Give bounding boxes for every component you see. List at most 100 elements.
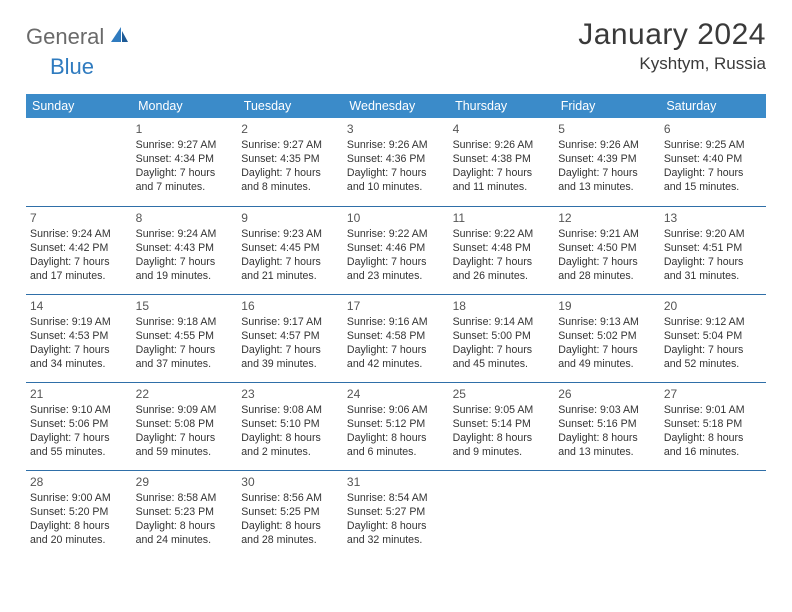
weekday-header: Tuesday bbox=[237, 94, 343, 118]
calendar-day-cell: 11 Sunrise: 9:22 AMSunset: 4:48 PMDayligh… bbox=[449, 206, 555, 294]
calendar-day-cell: 22 Sunrise: 9:09 AMSunset: 5:08 PMDayligh… bbox=[132, 382, 238, 470]
day-number: 29 bbox=[136, 474, 234, 490]
calendar-day-cell: 1 Sunrise: 9:27 AMSunset: 4:34 PMDaylight… bbox=[132, 118, 238, 206]
day-number: 30 bbox=[241, 474, 339, 490]
calendar-week-row: 28Sunrise: 9:00 AMSunset: 5:20 PMDayligh… bbox=[26, 470, 766, 558]
logo-text-blue: Blue bbox=[50, 54, 94, 79]
calendar-day-cell: 20Sunrise: 9:12 AMSunset: 5:04 PMDayligh… bbox=[660, 294, 766, 382]
calendar-week-row: 21Sunrise: 9:10 AMSunset: 5:06 PMDayligh… bbox=[26, 382, 766, 470]
day-info: Sunrise: 9:20 AMSunset: 4:51 PMDaylight:… bbox=[664, 228, 762, 284]
day-number: 9 bbox=[241, 210, 339, 226]
day-info: Sunrise: 9:24 AMSunset: 4:43 PMDaylight:… bbox=[136, 228, 234, 284]
calendar-day-cell: 25Sunrise: 9:05 AMSunset: 5:14 PMDayligh… bbox=[449, 382, 555, 470]
calendar-day-cell: 6Sunrise: 9:25 AMSunset: 4:40 PMDaylight… bbox=[660, 118, 766, 206]
logo-sail-icon bbox=[108, 25, 130, 50]
calendar-day-cell: 18Sunrise: 9:14 AMSunset: 5:00 PMDayligh… bbox=[449, 294, 555, 382]
day-info: Sunrise: 9:03 AMSunset: 5:16 PMDaylight:… bbox=[558, 404, 656, 460]
day-number: 8 bbox=[136, 210, 234, 226]
day-info: Sunrise: 9:00 AMSunset: 5:20 PMDaylight:… bbox=[30, 492, 128, 548]
day-info: Sunrise: 9:24 AMSunset: 4:42 PMDaylight:… bbox=[30, 228, 128, 284]
day-number: 14 bbox=[30, 298, 128, 314]
day-info: Sunrise: 9:26 AMSunset: 4:38 PMDaylight:… bbox=[453, 139, 551, 195]
day-info: Sunrise: 9:16 AMSunset: 4:58 PMDaylight:… bbox=[347, 316, 445, 372]
day-number: 26 bbox=[558, 386, 656, 402]
day-number: 18 bbox=[453, 298, 551, 314]
calendar-day-cell: 5 Sunrise: 9:26 AMSunset: 4:39 PMDaylight… bbox=[554, 118, 660, 206]
day-number: 4 bbox=[453, 121, 551, 137]
calendar-day-cell: 2 Sunrise: 9:27 AMSunset: 4:35 PMDaylight… bbox=[237, 118, 343, 206]
day-info: Sunrise: 9:26 AMSunset: 4:36 PMDaylight:… bbox=[347, 139, 445, 195]
calendar-day-cell: 4 Sunrise: 9:26 AMSunset: 4:38 PMDaylight… bbox=[449, 118, 555, 206]
calendar-header-row: Sunday Monday Tuesday Wednesday Thursday… bbox=[26, 94, 766, 118]
weekday-header: Saturday bbox=[660, 94, 766, 118]
calendar-day-cell: 31Sunrise: 8:54 AMSunset: 5:27 PMDayligh… bbox=[343, 470, 449, 558]
day-number: 5 bbox=[558, 121, 656, 137]
calendar-body: 1 Sunrise: 9:27 AMSunset: 4:34 PMDaylight… bbox=[26, 118, 766, 558]
day-number: 1 bbox=[136, 121, 234, 137]
day-info: Sunrise: 9:22 AMSunset: 4:48 PMDaylight:… bbox=[453, 228, 551, 284]
calendar-day-cell: 21Sunrise: 9:10 AMSunset: 5:06 PMDayligh… bbox=[26, 382, 132, 470]
calendar-day-cell: 15 Sunrise: 9:18 AMSunset: 4:55 PMDayligh… bbox=[132, 294, 238, 382]
calendar-day-cell: 9 Sunrise: 9:23 AMSunset: 4:45 PMDaylight… bbox=[237, 206, 343, 294]
calendar-day-cell: 8 Sunrise: 9:24 AMSunset: 4:43 PMDaylight… bbox=[132, 206, 238, 294]
calendar-day-cell bbox=[449, 470, 555, 558]
day-info: Sunrise: 8:58 AMSunset: 5:23 PMDaylight:… bbox=[136, 492, 234, 548]
weekday-header: Sunday bbox=[26, 94, 132, 118]
day-number: 7 bbox=[30, 210, 128, 226]
calendar-week-row: 7 Sunrise: 9:24 AMSunset: 4:42 PMDaylight… bbox=[26, 206, 766, 294]
calendar-day-cell bbox=[660, 470, 766, 558]
calendar-table: Sunday Monday Tuesday Wednesday Thursday… bbox=[26, 94, 766, 558]
day-info: Sunrise: 9:18 AMSunset: 4:55 PMDaylight:… bbox=[136, 316, 234, 372]
day-info: Sunrise: 9:12 AMSunset: 5:04 PMDaylight:… bbox=[664, 316, 762, 372]
day-info: Sunrise: 9:25 AMSunset: 4:40 PMDaylight:… bbox=[664, 139, 762, 195]
calendar-day-cell bbox=[554, 470, 660, 558]
calendar-day-cell bbox=[26, 118, 132, 206]
day-info: Sunrise: 9:09 AMSunset: 5:08 PMDaylight:… bbox=[136, 404, 234, 460]
day-info: Sunrise: 9:27 AMSunset: 4:35 PMDaylight:… bbox=[241, 139, 339, 195]
day-number: 17 bbox=[347, 298, 445, 314]
day-number: 13 bbox=[664, 210, 762, 226]
calendar-day-cell: 24 Sunrise: 9:06 AMSunset: 5:12 PMDayligh… bbox=[343, 382, 449, 470]
calendar-day-cell: 12 Sunrise: 9:21 AMSunset: 4:50 PMDayligh… bbox=[554, 206, 660, 294]
day-info: Sunrise: 9:26 AMSunset: 4:39 PMDaylight:… bbox=[558, 139, 656, 195]
day-number: 19 bbox=[558, 298, 656, 314]
day-number: 2 bbox=[241, 121, 339, 137]
calendar-day-cell: 27Sunrise: 9:01 AMSunset: 5:18 PMDayligh… bbox=[660, 382, 766, 470]
day-info: Sunrise: 9:06 AMSunset: 5:12 PMDaylight:… bbox=[347, 404, 445, 460]
day-number: 12 bbox=[558, 210, 656, 226]
logo-text-general: General bbox=[26, 24, 104, 50]
day-number: 24 bbox=[347, 386, 445, 402]
calendar-day-cell: 26 Sunrise: 9:03 AMSunset: 5:16 PMDayligh… bbox=[554, 382, 660, 470]
calendar-day-cell: 29 Sunrise: 8:58 AMSunset: 5:23 PMDayligh… bbox=[132, 470, 238, 558]
calendar-day-cell: 13 Sunrise: 9:20 AMSunset: 4:51 PMDayligh… bbox=[660, 206, 766, 294]
day-info: Sunrise: 8:56 AMSunset: 5:25 PMDaylight:… bbox=[241, 492, 339, 548]
calendar-day-cell: 19 Sunrise: 9:13 AMSunset: 5:02 PMDayligh… bbox=[554, 294, 660, 382]
logo: General bbox=[26, 18, 134, 50]
location-text: Kyshtym, Russia bbox=[578, 54, 766, 74]
day-number: 11 bbox=[453, 210, 551, 226]
calendar-day-cell: 14 Sunrise: 9:19 AMSunset: 4:53 PMDayligh… bbox=[26, 294, 132, 382]
day-number: 15 bbox=[136, 298, 234, 314]
day-info: Sunrise: 9:23 AMSunset: 4:45 PMDaylight:… bbox=[241, 228, 339, 284]
calendar-week-row: 14 Sunrise: 9:19 AMSunset: 4:53 PMDayligh… bbox=[26, 294, 766, 382]
day-number: 21 bbox=[30, 386, 128, 402]
day-info: Sunrise: 9:01 AMSunset: 5:18 PMDaylight:… bbox=[664, 404, 762, 460]
day-number: 31 bbox=[347, 474, 445, 490]
day-number: 25 bbox=[453, 386, 551, 402]
day-info: Sunrise: 9:13 AMSunset: 5:02 PMDaylight:… bbox=[558, 316, 656, 372]
day-info: Sunrise: 9:19 AMSunset: 4:53 PMDaylight:… bbox=[30, 316, 128, 372]
day-info: Sunrise: 9:21 AMSunset: 4:50 PMDaylight:… bbox=[558, 228, 656, 284]
calendar-day-cell: 7 Sunrise: 9:24 AMSunset: 4:42 PMDaylight… bbox=[26, 206, 132, 294]
day-info: Sunrise: 9:27 AMSunset: 4:34 PMDaylight:… bbox=[136, 139, 234, 195]
calendar-day-cell: 28Sunrise: 9:00 AMSunset: 5:20 PMDayligh… bbox=[26, 470, 132, 558]
day-number: 22 bbox=[136, 386, 234, 402]
day-info: Sunrise: 9:22 AMSunset: 4:46 PMDaylight:… bbox=[347, 228, 445, 284]
calendar-day-cell: 30 Sunrise: 8:56 AMSunset: 5:25 PMDayligh… bbox=[237, 470, 343, 558]
calendar-day-cell: 3Sunrise: 9:26 AMSunset: 4:36 PMDaylight… bbox=[343, 118, 449, 206]
month-title: January 2024 bbox=[578, 18, 766, 52]
weekday-header: Monday bbox=[132, 94, 238, 118]
title-block: January 2024 Kyshtym, Russia bbox=[578, 18, 766, 74]
calendar-day-cell: 17 Sunrise: 9:16 AMSunset: 4:58 PMDayligh… bbox=[343, 294, 449, 382]
calendar-page: General January 2024 Kyshtym, Russia Blu… bbox=[0, 0, 792, 568]
calendar-day-cell: 16Sunrise: 9:17 AMSunset: 4:57 PMDayligh… bbox=[237, 294, 343, 382]
